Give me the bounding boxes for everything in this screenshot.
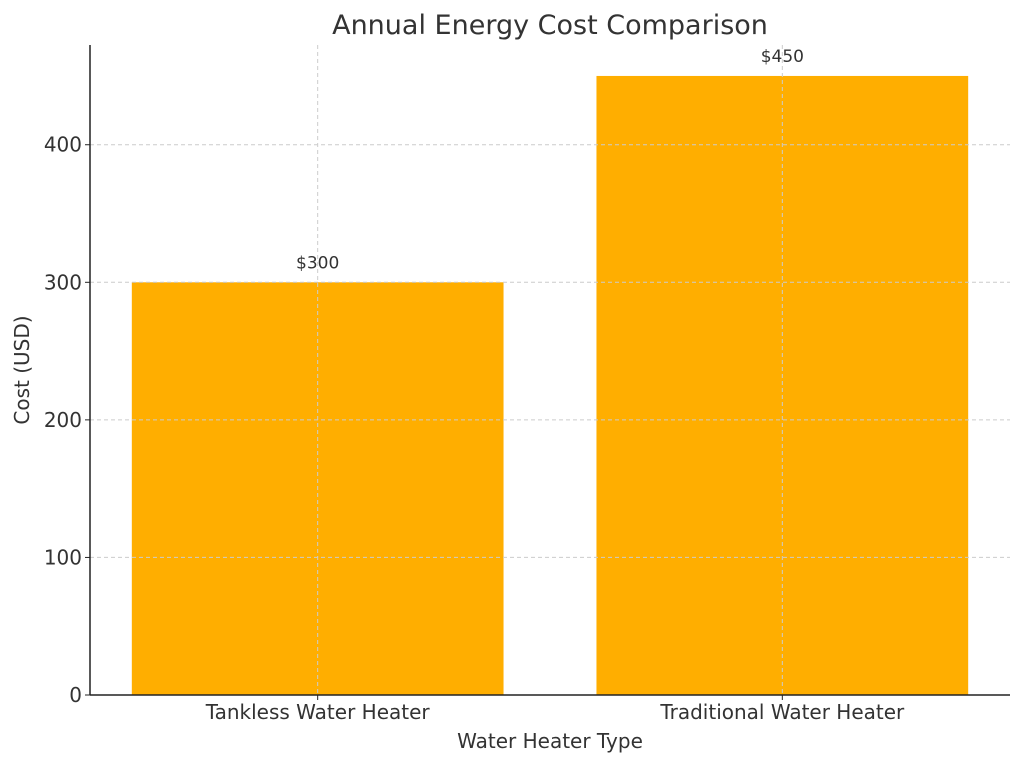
y-axis-label: Cost (USD) (10, 315, 34, 424)
data-label: $450 (761, 47, 804, 67)
y-tick-label: 100 (44, 545, 82, 569)
y-tick-label: 200 (44, 408, 82, 432)
bar-2 (596, 75, 969, 695)
x-tick-label: Traditional Water Heater (659, 700, 905, 724)
chart-title: Annual Energy Cost Comparison (332, 10, 768, 41)
x-tick-label: Tankless Water Heater (205, 700, 431, 724)
data-label: $300 (296, 253, 339, 273)
y-tick-label: 0 (69, 683, 82, 707)
y-tick-label: 300 (44, 270, 82, 294)
y-tick-label: 400 (44, 133, 82, 157)
x-axis-label: Water Heater Type (457, 729, 643, 753)
bars (90, 45, 1010, 695)
data-labels: $300 $450 (296, 47, 804, 273)
axes: 0 100 200 300 400 Tankless Water Heater Tradit… (44, 45, 1010, 724)
